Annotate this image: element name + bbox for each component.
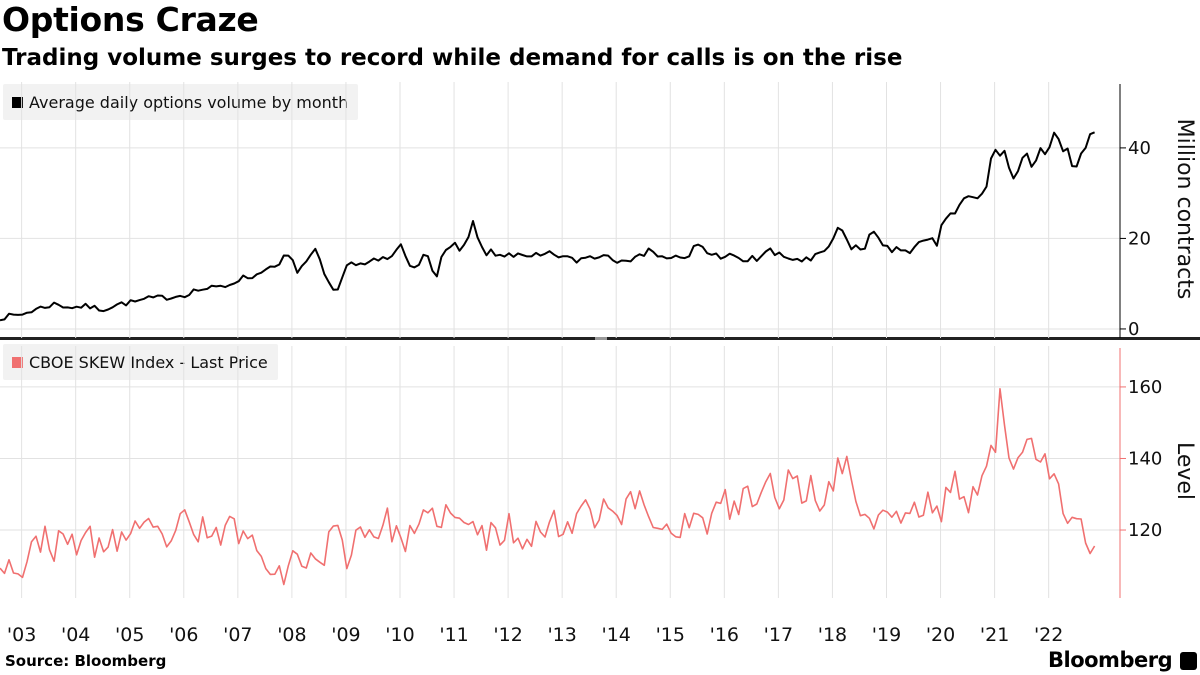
brand-terminal-icon [1180, 652, 1197, 670]
legend-label-volume: Average daily options volume by month [29, 92, 349, 112]
x-tick-label-2013: '13 [547, 624, 576, 646]
series-line-volume [0, 131, 1095, 322]
x-tick-label-2009: '09 [331, 624, 360, 646]
y-tick-label-120-skew: 120 [1128, 520, 1162, 541]
x-tick-label-2022: '22 [1034, 624, 1063, 646]
x-tick-label-2007: '07 [223, 624, 252, 646]
brand-logo: Bloomberg [1048, 648, 1173, 672]
source-note: Source: Bloomberg [5, 652, 167, 670]
y-axis-title-skew: Level [1172, 442, 1197, 500]
x-tick-label-2020: '20 [926, 624, 955, 646]
y-axis-title-volume: Million contracts [1172, 119, 1197, 300]
legend-volume: Average daily options volume by month [3, 84, 359, 120]
x-tick-label-2017: '17 [764, 624, 793, 646]
x-tick-label-2016: '16 [710, 624, 739, 646]
y-tick-label-140-skew: 140 [1128, 448, 1162, 469]
x-tick-label-2021: '21 [980, 624, 1009, 646]
legend-swatch-volume [12, 96, 23, 108]
legend-swatch-skew [12, 356, 23, 368]
x-tick-label-2014: '14 [602, 624, 631, 646]
series-line-skew [0, 387, 1096, 586]
x-tick-label-2015: '15 [656, 624, 685, 646]
x-tick-label-2018: '18 [818, 624, 847, 646]
y-tick-label-40-volume: 40 [1128, 138, 1151, 159]
x-tick-label-2019: '19 [872, 624, 901, 646]
x-tick-label-2010: '10 [385, 624, 414, 646]
x-tick-label-2004: '04 [61, 624, 90, 646]
y-tick-label-20-volume: 20 [1128, 228, 1151, 249]
x-tick-label-2012: '12 [493, 624, 522, 646]
x-tick-label-2003: '03 [7, 624, 36, 646]
x-tick-label-2011: '11 [439, 624, 468, 646]
legend-skew: CBOE SKEW Index - Last Price [3, 344, 278, 380]
y-tick-label-160-skew: 160 [1128, 377, 1162, 398]
panel-divider-handle [595, 337, 607, 340]
chart-subtitle: Trading volume surges to record while de… [2, 45, 903, 71]
x-tick-label-2005: '05 [115, 624, 144, 646]
chart-title: Options Craze [2, 0, 259, 39]
x-tick-label-2008: '08 [277, 624, 306, 646]
y-tick-label-0-volume: 0 [1128, 319, 1139, 340]
x-tick-label-2006: '06 [169, 624, 198, 646]
legend-label-skew: CBOE SKEW Index - Last Price [29, 352, 268, 372]
